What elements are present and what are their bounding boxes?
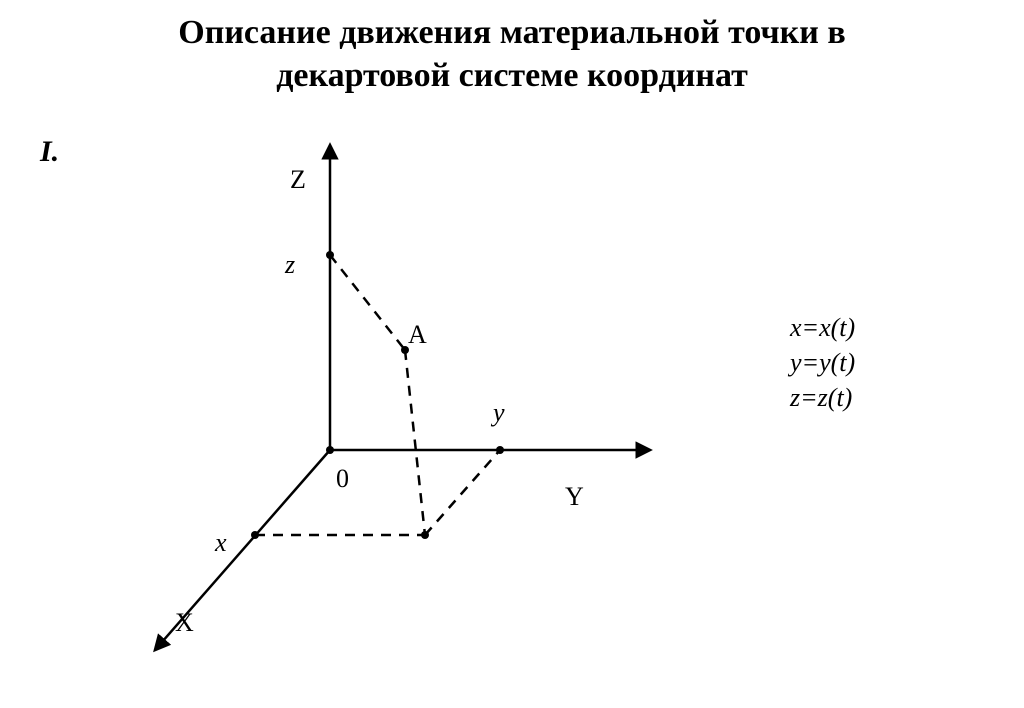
page-container: Описание движения материальной точки в д…: [0, 0, 1024, 708]
equation-x: x=x(t): [790, 310, 855, 345]
origin-point: [326, 446, 334, 454]
axis-y-label: Y: [565, 482, 584, 512]
equations-block: x=x(t) y=y(t) z=z(t): [790, 310, 855, 415]
point-y-label: y: [493, 398, 505, 428]
axis-z-label: Z: [290, 165, 306, 195]
coordinate-diagram: Z Y X 0 Az y x: [120, 130, 680, 680]
coordinate-svg: [120, 130, 680, 680]
point-y: [496, 446, 504, 454]
equation-z: z=z(t): [790, 380, 855, 415]
axis-x-label: X: [175, 608, 194, 638]
equation-y: y=y(t): [790, 345, 855, 380]
title-line-2: декартовой системе координат: [276, 57, 748, 94]
proj-A-xy: [405, 350, 425, 535]
point-xy: [421, 531, 429, 539]
section-label: I.: [40, 135, 59, 169]
proj-z-A: [330, 255, 405, 350]
title-line-1: Описание движения материальной точки в: [178, 14, 845, 51]
page-title: Описание движения материальной точки в д…: [0, 12, 1024, 97]
point-x-label: x: [215, 528, 227, 558]
point-z: [326, 251, 334, 259]
origin-label: 0: [336, 464, 349, 494]
point-a-label: A: [408, 320, 427, 350]
proj-xy-y: [425, 450, 500, 535]
point-x: [251, 531, 259, 539]
point-z-label: z: [285, 250, 295, 280]
